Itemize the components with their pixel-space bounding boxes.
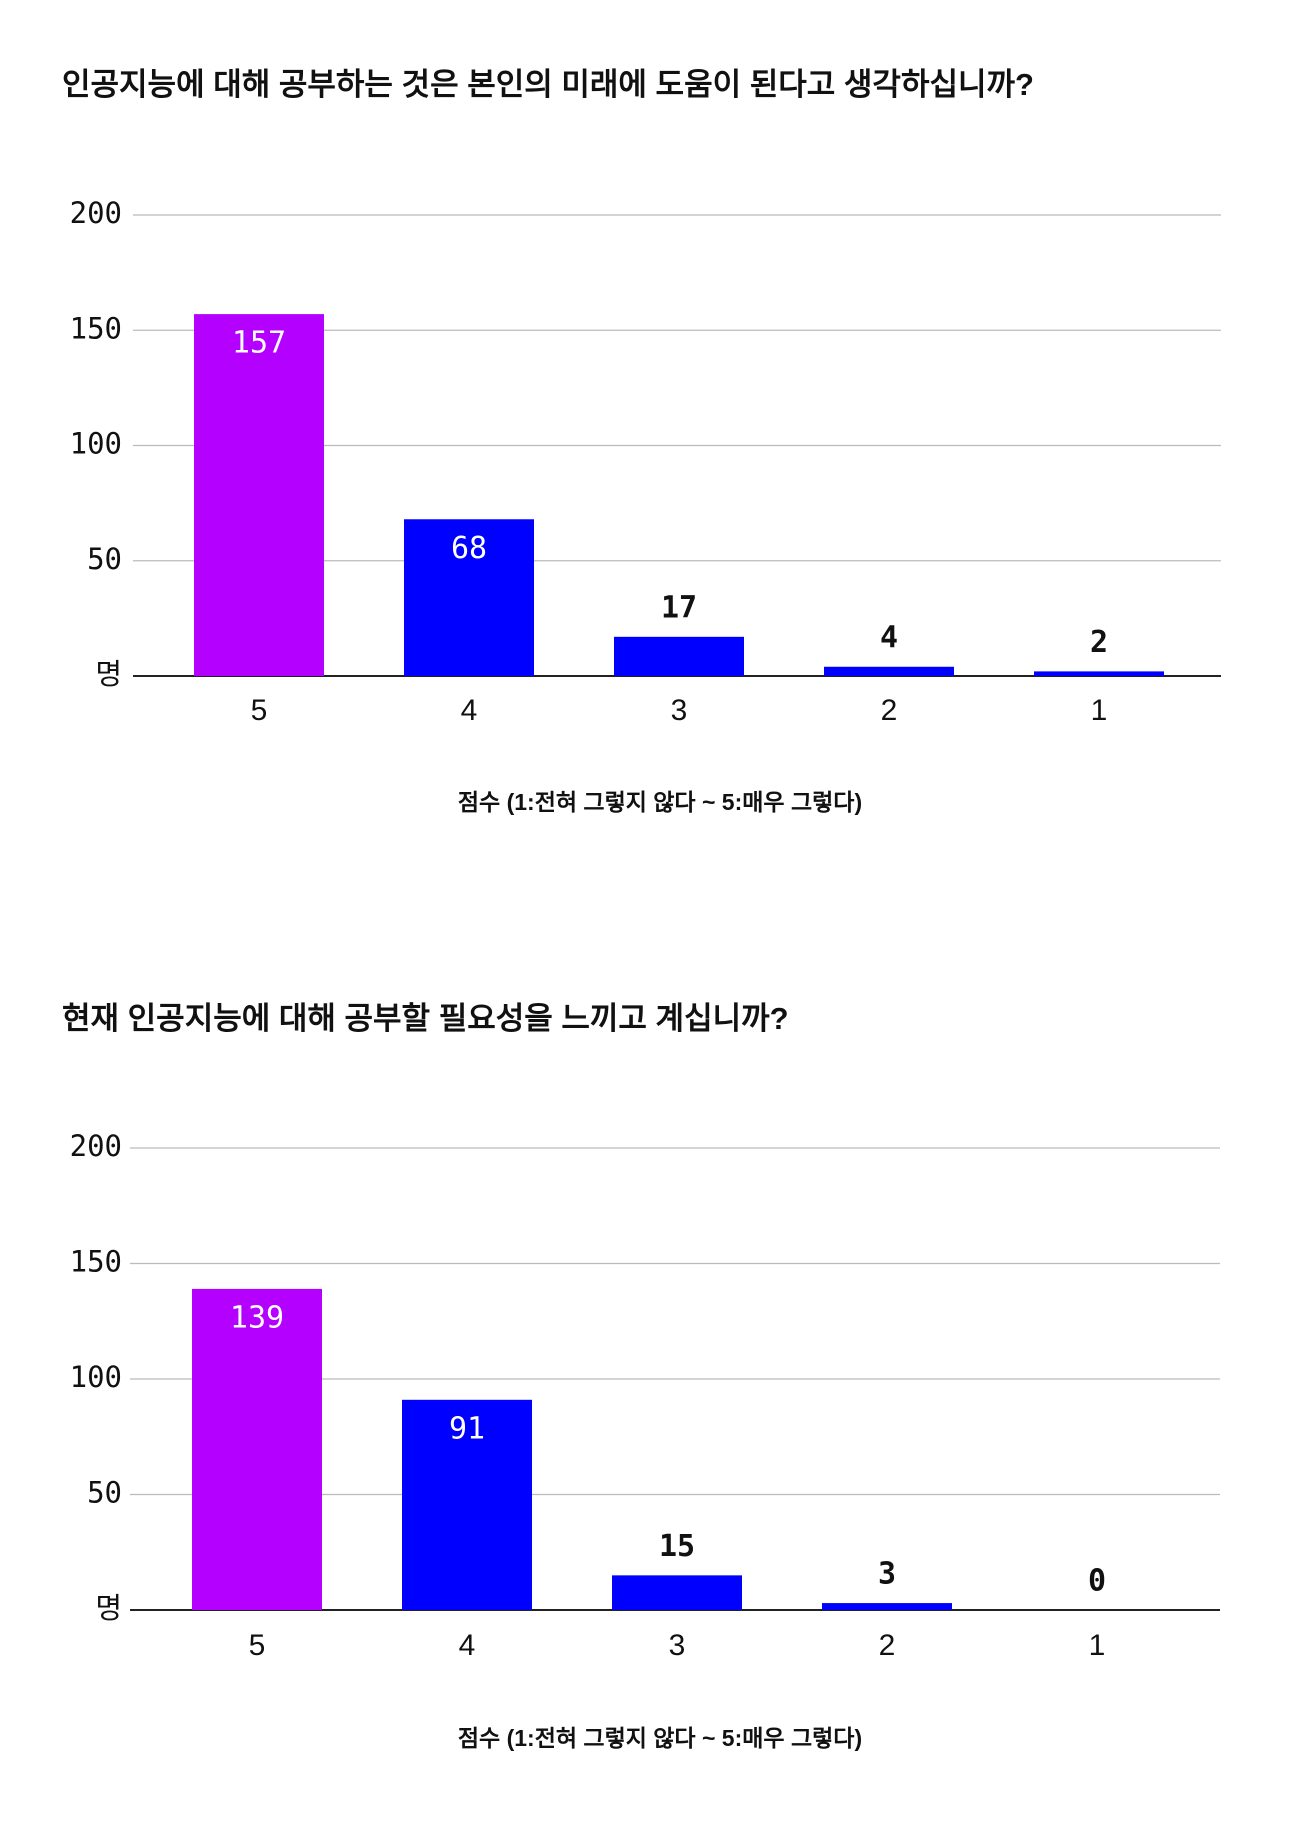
- y-tick-label: 50: [87, 1476, 122, 1510]
- x-tick-label: 3: [671, 694, 688, 727]
- x-tick-label: 1: [1089, 1629, 1106, 1662]
- x-tick-label: 3: [669, 1629, 686, 1662]
- bar: [192, 1288, 322, 1610]
- value-label: 15: [659, 1529, 695, 1564]
- y-tick-label: 50: [87, 542, 122, 576]
- value-label: 3: [878, 1557, 896, 1592]
- x-axis-label: 점수 (1:전혀 그렇지 않다 ~ 5:매우 그렇다): [458, 1725, 862, 1751]
- chart-title: 현재 인공지능에 대해 공부할 필요성을 느끼고 계십니까?: [62, 1001, 789, 1036]
- bar: [824, 666, 954, 676]
- y-tick-label: 150: [70, 1245, 122, 1279]
- x-tick-label: 2: [881, 694, 898, 727]
- bar: [402, 1399, 532, 1610]
- bar: [1034, 671, 1164, 676]
- y-tick-label: 200: [70, 1129, 122, 1163]
- bar: [614, 636, 744, 676]
- x-tick-label: 1: [1091, 694, 1108, 727]
- bar: [404, 519, 534, 676]
- x-tick-label: 2: [879, 1629, 896, 1662]
- y-tick-label: 명: [95, 657, 122, 691]
- y-tick-label: 200: [70, 196, 122, 230]
- y-tick-label: 150: [70, 311, 122, 345]
- bar: [822, 1603, 952, 1610]
- value-label: 4: [880, 620, 898, 655]
- value-label: 17: [661, 590, 697, 625]
- x-tick-label: 5: [249, 1629, 266, 1662]
- value-label: 2: [1090, 625, 1108, 660]
- x-tick-label: 4: [461, 694, 478, 727]
- y-tick-label: 100: [70, 1360, 122, 1394]
- x-tick-label: 4: [459, 1629, 476, 1662]
- value-label: 68: [451, 531, 487, 566]
- y-tick-label: 100: [70, 427, 122, 461]
- x-tick-label: 5: [251, 694, 268, 727]
- value-label: 139: [230, 1300, 284, 1335]
- value-label: 157: [232, 326, 286, 361]
- value-label: 91: [449, 1411, 485, 1446]
- bar: [194, 314, 324, 676]
- x-axis-label: 점수 (1:전혀 그렇지 않다 ~ 5:매우 그렇다): [458, 789, 862, 815]
- bar: [612, 1575, 742, 1610]
- y-tick-label: 명: [95, 1591, 122, 1625]
- chart-title: 인공지능에 대해 공부하는 것은 본인의 미래에 도움이 된다고 생각하십니까?: [62, 67, 1034, 102]
- value-label: 0: [1088, 1564, 1106, 1599]
